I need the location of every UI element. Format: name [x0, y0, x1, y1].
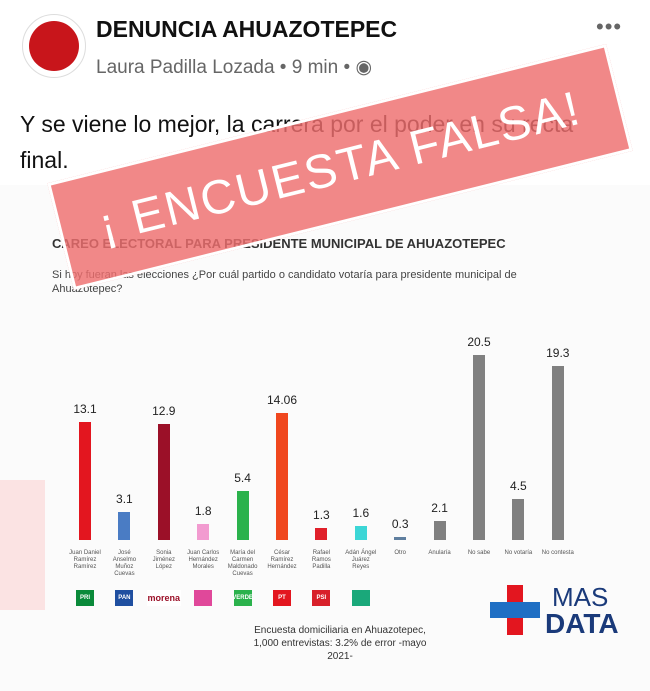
value-label: 12.9 [152, 403, 176, 418]
bar [276, 413, 288, 540]
party-logo [351, 590, 370, 606]
bar [433, 521, 446, 540]
avatar[interactable] [22, 14, 86, 78]
globe-icon: ◉ [355, 57, 373, 78]
party-logo: PRI [76, 590, 94, 606]
category-label: Juan Carlos Hernández Morales [187, 550, 220, 570]
category-label: José Anselmo Muñoz Cuevas [112, 550, 137, 577]
menu-dots[interactable]: ••• [596, 14, 623, 39]
category-label: No sabe [467, 550, 491, 556]
footnote-line: 1,000 entrevistas: 3.2% de error -mayo 2… [253, 638, 427, 662]
value-label: 1.8 [194, 503, 212, 518]
bar [394, 537, 407, 540]
author[interactable]: Laura Padilla Lozada [96, 57, 275, 78]
category-label: No contesta [541, 550, 574, 556]
party-logo [194, 590, 213, 606]
bar [157, 423, 170, 540]
chart-subtitle: Si hoy fueran las elecciones ¿Por cuál p… [52, 269, 517, 295]
value-label: 1.3 [313, 508, 330, 523]
post-meta: Laura Padilla Lozada • 9 min • ◉ [96, 57, 373, 78]
bar [79, 421, 91, 540]
party-logo: VERDE [232, 590, 253, 606]
category-label: Anularía [428, 550, 451, 556]
bar [473, 355, 485, 540]
value-label: 13.1 [73, 401, 97, 416]
category-label: César Ramírez Hernández [267, 550, 297, 570]
bar [236, 491, 249, 540]
value-label: 20.5 [467, 335, 491, 349]
party-logo: PT [273, 590, 291, 606]
value-label: 14.06 [266, 393, 298, 408]
category-label: Otro [394, 550, 407, 556]
value-label: 4.5 [510, 479, 527, 494]
brand-text: DATA [545, 608, 619, 639]
category-label: Sonia Jiménez López [152, 550, 175, 570]
value-label: 0.3 [391, 517, 409, 532]
value-label: 1.6 [352, 505, 370, 520]
value-label: 3.1 [116, 492, 133, 507]
footnote: Encuesta domiciliaria en Ahuazotepec, 1,… [240, 624, 440, 663]
brand-text: MAS [552, 582, 609, 612]
value-label: 5.4 [234, 471, 251, 486]
category-label: No votaría [504, 550, 533, 556]
bar [354, 525, 367, 540]
value-label: 19.3 [546, 345, 570, 360]
category-label: Juan Daniel Ramírez Ramírez [69, 550, 101, 570]
category-label: Adán Ángel Juárez Reyes [345, 550, 377, 570]
bar [512, 499, 525, 540]
bar [118, 512, 131, 540]
party-logo: morena [146, 590, 181, 606]
party-logo: PAN [115, 590, 134, 606]
decoration [0, 480, 45, 610]
bar [551, 365, 564, 540]
bar [315, 528, 328, 540]
value-label: 2.1 [431, 501, 448, 516]
category-label: Rafael Ramos Padilla [311, 550, 331, 570]
page-name[interactable]: DENUNCIA AHUAZOTEPEC [96, 16, 398, 42]
footnote-line: Encuesta domiciliaria en Ahuazotepec, [254, 625, 426, 636]
time[interactable]: 9 min [291, 57, 339, 78]
party-logo: PSI [312, 590, 331, 606]
bar [197, 523, 210, 540]
category-label: María del Carmen Maldonado Cuevas [227, 550, 258, 577]
brand-icon [490, 585, 540, 635]
